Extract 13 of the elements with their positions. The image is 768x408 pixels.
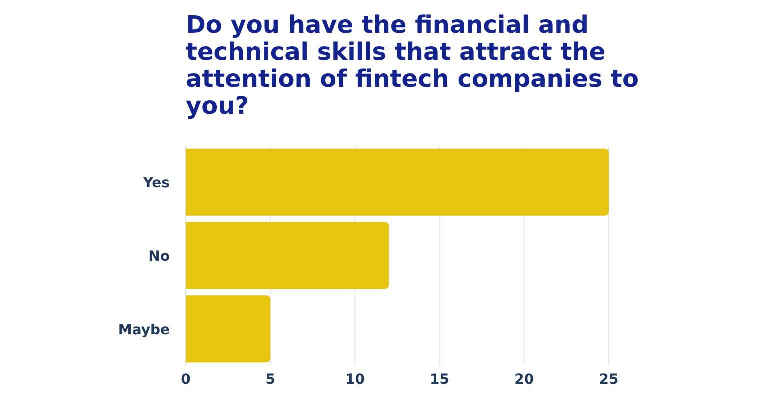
y-tick-label: No <box>148 248 170 265</box>
y-tick-label: Yes <box>142 176 170 192</box>
x-tick-label: 25 <box>599 372 619 388</box>
bar <box>186 222 390 290</box>
y-tick-label: Maybe <box>118 322 170 338</box>
chart-title: Do you have the financial and technical skills that attract the attention of fintech companies to you? <box>186 11 640 120</box>
x-tick-label: 10 <box>345 372 366 388</box>
bar <box>186 148 609 216</box>
x-tick-label: 0 <box>181 372 192 388</box>
bar <box>186 296 271 363</box>
x-tick-label: 20 <box>514 372 534 388</box>
x-tick-label: 5 <box>266 372 276 388</box>
x-tick-label: 15 <box>430 372 450 388</box>
